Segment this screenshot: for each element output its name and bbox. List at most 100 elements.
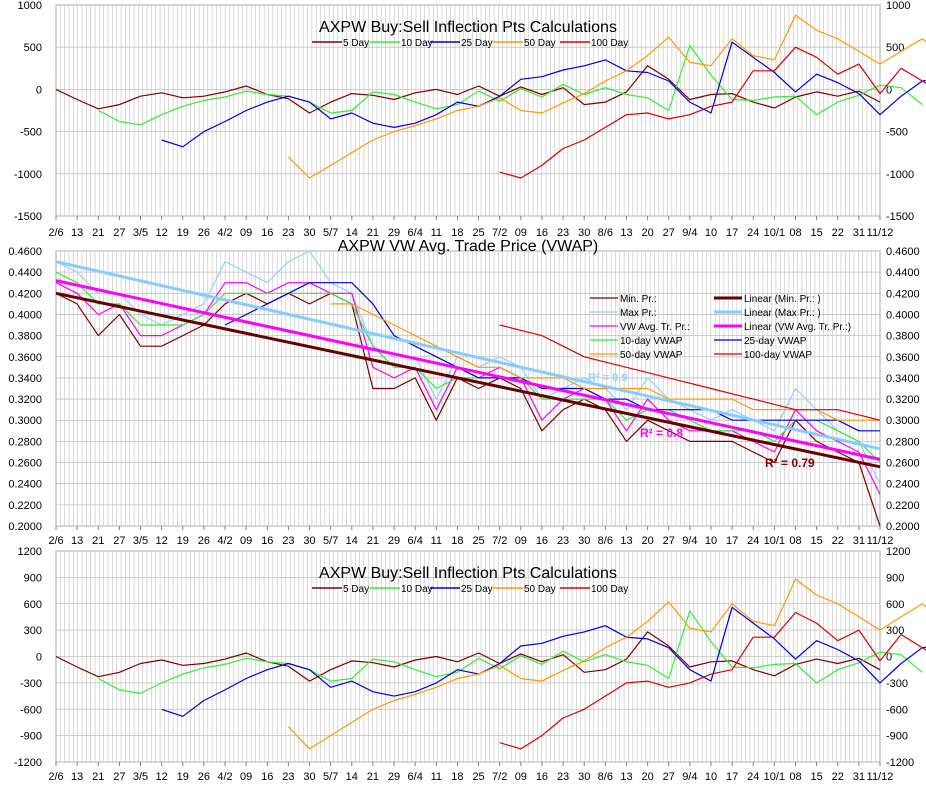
y-tick-label-right: 0.4400: [886, 267, 920, 279]
series-line-50-day-vwap: [330, 303, 880, 421]
x-tick-label: 30: [578, 227, 590, 239]
x-tick-label: 10: [705, 227, 717, 239]
y-tick-label-right: -900: [886, 731, 908, 743]
x-tick-label: 5/7: [323, 771, 338, 782]
y-tick-label-left: -1000: [14, 169, 42, 181]
series-line-10-day: [98, 610, 923, 694]
x-tick-label: 6/4: [408, 227, 423, 239]
x-tick-label: 11/12: [867, 227, 894, 239]
x-tick-label: 18: [451, 771, 463, 782]
x-tick-label: 17: [726, 227, 738, 239]
x-tick-label: 12: [156, 227, 168, 239]
x-tick-label: 7/2: [492, 535, 507, 547]
x-tick-label: 11/12: [867, 535, 894, 547]
chart-title: AXPW Buy:Sell Inflection Pts Calculation…: [319, 565, 617, 582]
x-tick-label: 8/6: [598, 535, 613, 547]
x-tick-label: 15: [810, 771, 822, 782]
x-tick-label: 17: [726, 771, 738, 782]
y-tick-label-right: 0: [886, 652, 892, 664]
legend-label: VW Avg. Tr. Pr.:: [620, 322, 690, 333]
x-tick-label: 21: [92, 227, 104, 239]
x-tick-label: 27: [113, 227, 125, 239]
x-tick-label: 11: [431, 227, 442, 239]
series-line-100-day: [499, 46, 926, 179]
x-tick-label: 10: [705, 771, 717, 782]
chart-panel-3: 1200 1200 900 900 600 600 300 300 0 0 -300 -300 -600…: [14, 546, 926, 783]
legend-label: 10 Day: [401, 584, 433, 595]
x-tick-label: 30: [303, 535, 315, 547]
legend-label: 25-day VWAP: [744, 336, 807, 347]
x-tick-label: 23: [557, 771, 569, 782]
legend-label: Linear (Max Pr.: ): [744, 308, 821, 319]
legend-label: 100 Day: [591, 584, 628, 595]
x-tick-label: 18: [451, 535, 463, 547]
y-tick-label-right: -1000: [886, 169, 914, 181]
y-tick-label-left: 0.2600: [8, 458, 42, 470]
x-tick-label: 25: [472, 771, 484, 782]
x-tick-label: 26: [198, 771, 210, 782]
y-tick-label-right: 0.4000: [886, 309, 920, 321]
series-line-linear-max-pr-: [55, 260, 881, 451]
x-tick-label: 31: [853, 227, 865, 239]
x-tick-label: 10/1: [764, 771, 785, 782]
x-tick-label: 19: [177, 535, 189, 547]
x-tick-label: 09: [515, 535, 527, 547]
x-tick-label: 26: [198, 535, 210, 547]
x-tick-label: 23: [557, 227, 569, 239]
y-tick-label-right: 600: [886, 599, 904, 611]
x-tick-label: 6/4: [408, 771, 423, 782]
y-tick-label-right: 0.3200: [886, 394, 920, 406]
x-tick-label: 13: [71, 771, 83, 782]
y-tick-label-left: 600: [24, 599, 42, 611]
y-tick-label-left: 0.3600: [8, 352, 42, 364]
legend-label: 5 Day: [343, 584, 369, 595]
x-tick-label: 21: [367, 535, 379, 547]
x-tick-label: 23: [282, 771, 294, 782]
x-tick-label: 7/2: [492, 227, 507, 239]
y-tick-label-left: 0.3400: [8, 373, 42, 385]
x-tick-label: 08: [789, 535, 801, 547]
y-tick-label-left: 0.4400: [8, 267, 42, 279]
chart-panel-2: 0.4600 0.4600 0.4400 0.4400 0.4200 0.4200 0.40…: [8, 238, 919, 547]
y-tick-label-right: 0.4600: [886, 246, 920, 258]
x-tick-label: 21: [367, 227, 379, 239]
x-tick-label: 27: [663, 771, 675, 782]
y-tick-label-right: 0: [886, 84, 892, 96]
series-group: [55, 14, 926, 179]
x-tick-label: 30: [578, 771, 590, 782]
y-tick-label-left: 0.2200: [8, 500, 42, 512]
x-tick-label: 5/7: [323, 535, 338, 547]
series-line-linear-min-pr-: [55, 291, 881, 469]
x-tick-label: 24: [747, 227, 759, 239]
y-tick-label-left: -1500: [14, 211, 42, 223]
x-tick-label: 13: [620, 227, 632, 239]
x-tick-label: 2/6: [48, 227, 63, 239]
y-tick-label-right: 0.2000: [886, 521, 920, 533]
legend-label: 25 Day: [461, 584, 493, 595]
legend-label: Max Pr.:: [620, 308, 657, 319]
legend: Min. Pr.: Linear (Min. Pr.: ) Max Pr.: Line…: [590, 294, 851, 361]
x-tick-label: 10: [705, 535, 717, 547]
y-tick-label-right: -1500: [886, 211, 914, 223]
r2-label-min: R² = 0.79: [765, 456, 815, 470]
x-tick-label: 23: [557, 535, 569, 547]
y-tick-label-right: 500: [886, 42, 904, 54]
x-tick-label: 14: [346, 227, 358, 239]
y-tick-label-right: 0.3800: [886, 331, 920, 343]
y-tick-label-left: 1200: [18, 546, 42, 558]
x-tick-label: 13: [71, 227, 83, 239]
legend-label: 50 Day: [524, 584, 556, 595]
legend-label: 50-day VWAP: [620, 350, 683, 361]
x-tick-label: 13: [71, 535, 83, 547]
y-tick-label-left: -900: [20, 731, 42, 743]
x-tick-label: 29: [388, 227, 400, 239]
series-line-min-pr-: [55, 292, 881, 527]
series-group: [55, 578, 926, 750]
x-tick-label: 21: [367, 771, 379, 782]
legend: 5 Day 10 Day 25 Day 50 Day 100 Day: [312, 584, 628, 595]
x-tick-label: 3/5: [133, 535, 148, 547]
x-tick-label: 30: [578, 535, 590, 547]
vertical-gridlines: [55, 5, 881, 216]
series-line-5-day: [55, 631, 881, 682]
